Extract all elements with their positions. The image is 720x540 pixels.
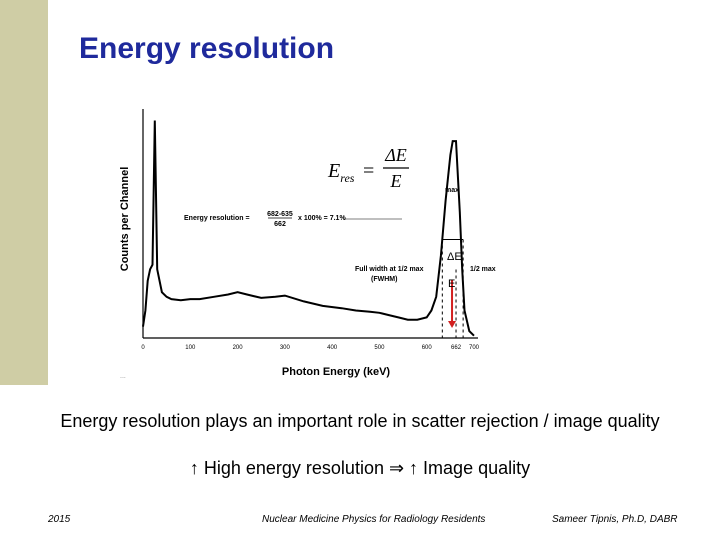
- formula-equals: =: [363, 160, 374, 182]
- x-tick-label: 600: [422, 345, 433, 351]
- formula-denominator: E: [390, 171, 402, 191]
- formula-numerator: ΔE: [384, 145, 407, 165]
- calc-numerator: 682-635: [267, 211, 293, 218]
- x-tick-label: 500: [374, 345, 385, 351]
- max-label: max: [445, 187, 459, 194]
- x-tick-group: 0 100 200 300 400 500 600 662 700: [141, 345, 479, 351]
- spectrum-chart: 0 100 200 300 400 500 600 662 700 Counts per Cha…: [119, 109, 496, 380]
- spectrum-line: [142, 120, 475, 337]
- energy-arrow-head: [448, 321, 457, 328]
- body-text-line-2: ↑ High energy resolution ⇒ ↑ Image quali…: [189, 458, 531, 478]
- delta-e-label: ΔE: [447, 251, 462, 263]
- y-axis-label: Counts per Channel: [119, 167, 131, 272]
- x-tick-label: 0: [141, 345, 145, 351]
- footer-course: Nuclear Medicine Physics for Radiology R…: [262, 514, 486, 525]
- spectrum-figure: 0 100 200 300 400 500 600 662 700 Counts per Cha…: [106, 101, 606, 384]
- formula-lhs: Eres: [327, 160, 355, 185]
- corner-mark: ...: [120, 373, 126, 380]
- e-label: E: [448, 278, 455, 290]
- slide-title: Energy resolution: [79, 32, 335, 65]
- x-tick-label: 100: [185, 345, 196, 351]
- calc-denominator: 662: [274, 221, 286, 228]
- calc-label: Energy resolution =: [184, 215, 250, 222]
- half-max-label: 1/2 max: [470, 266, 496, 273]
- x-tick-label: 662: [451, 345, 462, 351]
- calc-result: x 100% = 7.1%: [298, 215, 346, 222]
- x-tick-label: 300: [280, 345, 291, 351]
- x-tick-label: 200: [233, 345, 244, 351]
- fwhm-label-line2: (FWHM): [371, 276, 397, 283]
- slide-side-bar: [0, 0, 48, 385]
- footer-author: Sameer Tipnis, Ph.D, DABR: [552, 514, 678, 525]
- x-axis-label: Photon Energy (keV): [282, 366, 391, 378]
- fwhm-label-line1: Full width at 1/2 max: [355, 266, 424, 273]
- x-tick-label: 400: [327, 345, 338, 351]
- body-text-line-1: Energy resolution plays an important rol…: [60, 411, 660, 431]
- x-tick-label: 700: [469, 345, 480, 351]
- footer-year: 2015: [48, 514, 71, 525]
